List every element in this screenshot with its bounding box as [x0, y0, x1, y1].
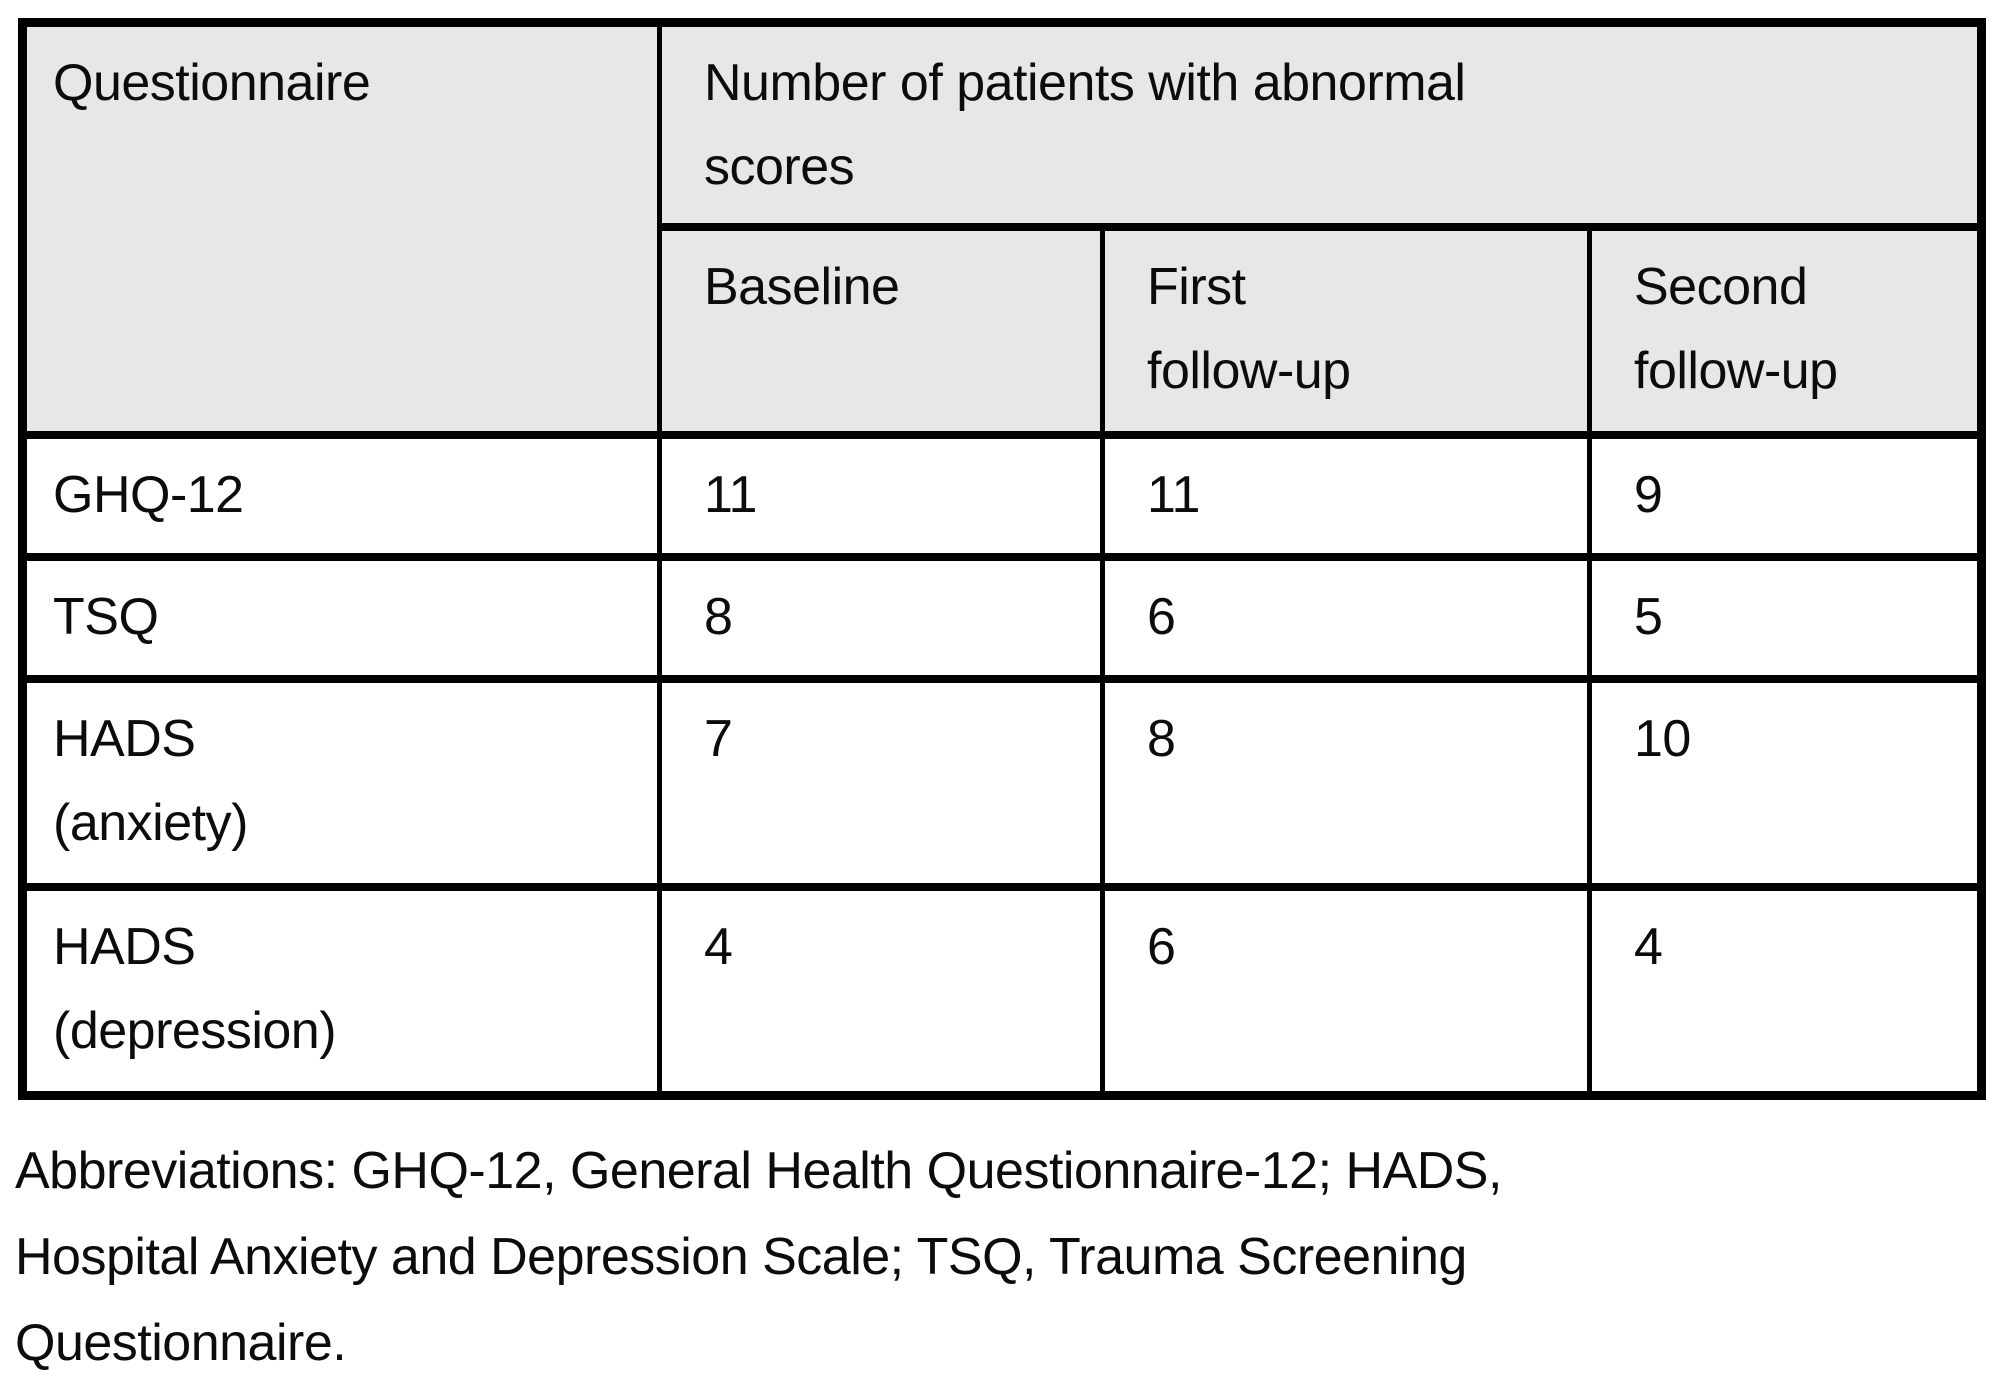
cell-second-followup: 10 — [1587, 675, 1984, 891]
cell-first-followup: 6 — [1100, 883, 1592, 1099]
header-row-group: Questionnaire Number of patients with ab… — [20, 18, 1984, 439]
header-questionnaire: Questionnaire — [20, 18, 662, 439]
table-row-hads-depression: HADS (depression) 4 6 4 — [20, 883, 1984, 1099]
cell-second-followup: 9 — [1587, 431, 1984, 561]
cell-baseline: 11 — [657, 431, 1105, 561]
cell-baseline: 4 — [657, 883, 1105, 1099]
cell-second-followup: 5 — [1587, 553, 1984, 683]
header-group-abnormal-scores: Number of patients with abnormal scores — [657, 18, 1984, 231]
cell-baseline: 8 — [657, 553, 1105, 683]
row-label: HADS (anxiety) — [20, 675, 662, 891]
row-label: HADS (depression) — [20, 883, 662, 1099]
cell-second-followup: 4 — [1587, 883, 1984, 1099]
results-table: Questionnaire Number of patients with ab… — [18, 18, 1986, 1100]
table-row-hads-anxiety: HADS (anxiety) 7 8 10 — [20, 675, 1984, 891]
table-row-tsq: TSQ 8 6 5 — [20, 553, 1984, 683]
table-row-ghq12: GHQ-12 11 11 9 — [20, 431, 1984, 561]
header-row-timepoints: Baseline First follow-up Second follow-u… — [23, 223, 1984, 439]
cell-first-followup: 8 — [1100, 675, 1592, 891]
cell-first-followup: 11 — [1100, 431, 1592, 561]
header-second-followup: Second follow-up — [1587, 223, 1984, 439]
cell-first-followup: 6 — [1100, 553, 1592, 683]
row-label: GHQ-12 — [20, 431, 662, 561]
header-first-followup: First follow-up — [1100, 223, 1592, 439]
header-baseline: Baseline — [657, 223, 1105, 439]
abbreviations-footnote: Abbreviations: GHQ-12, General Health Qu… — [15, 1142, 1502, 1372]
row-label: TSQ — [20, 553, 662, 683]
cell-baseline: 7 — [657, 675, 1105, 891]
